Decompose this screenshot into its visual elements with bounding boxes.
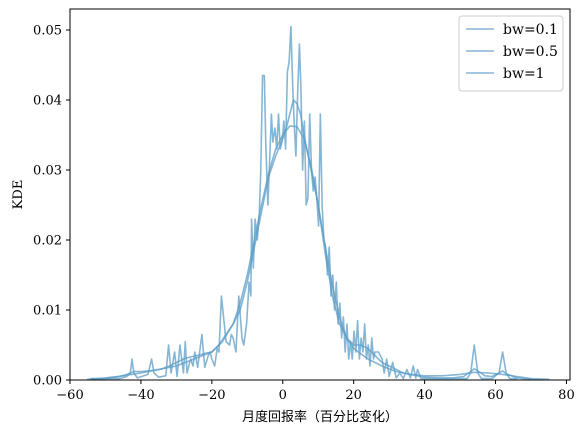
series-line-3 xyxy=(86,125,550,381)
x-tick-label: 40 xyxy=(416,388,433,403)
y-tick-label: 0.05 xyxy=(33,24,62,39)
x-tick-label: −60 xyxy=(56,388,83,403)
x-tick-label: −20 xyxy=(198,388,225,403)
x-axis-label: 月度回报率（百分比变化） xyxy=(242,409,398,425)
y-tick-label: 0.03 xyxy=(33,164,62,179)
y-axis-label: KDE xyxy=(11,180,26,210)
legend-label: bw=0.5 xyxy=(503,44,558,60)
y-tick-label: 0.04 xyxy=(33,94,62,109)
x-tick-label: 60 xyxy=(487,388,504,403)
plot-frame xyxy=(69,8,571,381)
x-tick-label: −40 xyxy=(127,388,154,403)
x-tick-label: 0 xyxy=(279,388,287,403)
y-tick-label: 0.00 xyxy=(33,374,62,389)
x-axis-ticks: −60 −40 −20 0 20 40 60 80 xyxy=(56,380,575,403)
y-axis-ticks: 0.00 0.01 0.02 0.03 0.04 0.05 xyxy=(33,24,70,389)
series-line-1 xyxy=(90,25,518,380)
series-line-2 xyxy=(90,99,532,381)
legend: bw=0.1 bw=0.5 bw=1 xyxy=(458,15,564,92)
legend-label: bw=0.1 xyxy=(503,22,558,38)
series-lines xyxy=(86,25,550,381)
y-tick-label: 0.02 xyxy=(33,234,62,249)
x-tick-label: 20 xyxy=(345,388,362,403)
y-tick-label: 0.01 xyxy=(33,304,62,319)
legend-label: bw=1 xyxy=(503,66,545,82)
x-tick-label: 80 xyxy=(558,388,575,403)
